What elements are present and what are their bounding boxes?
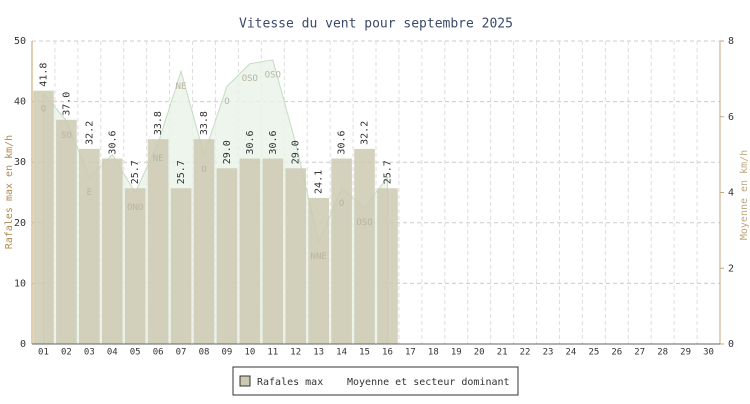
y-axis-title: Rafales max en km/h — [4, 135, 15, 249]
bar-value-label: 25.7 — [176, 160, 187, 184]
bar-value-label: 33.8 — [153, 111, 164, 135]
y-tick-label: 10 — [14, 278, 26, 289]
bar-value-label: 37.0 — [61, 92, 72, 116]
bar — [308, 197, 329, 344]
direction-label: O — [224, 97, 229, 107]
bar — [147, 139, 169, 344]
x-tick-label: 26 — [611, 348, 622, 358]
x-tick-label: 30 — [703, 348, 714, 358]
bar — [377, 188, 398, 344]
x-tick-label: 03 — [84, 348, 95, 358]
x-tick-label: 27 — [634, 348, 645, 358]
direction-label: E — [87, 188, 92, 198]
y-tick-label: 20 — [14, 218, 26, 229]
bar-value-label: 32.2 — [360, 121, 371, 145]
bar-value-label: 25.7 — [130, 160, 141, 184]
x-tick-label: 21 — [497, 348, 508, 358]
direction-label: NNE — [311, 252, 327, 262]
legend-label: Moyenne et secteur dominant — [347, 377, 510, 388]
bar-value-label: 29.0 — [222, 140, 233, 164]
bar — [101, 158, 123, 344]
y-tick-label: 40 — [14, 97, 26, 108]
x-tick-label: 24 — [566, 348, 577, 358]
x-tick-label: 28 — [657, 348, 668, 358]
bar — [262, 158, 284, 344]
bar-value-label: 29.0 — [291, 140, 302, 164]
legend-label: Rafales max — [257, 377, 323, 388]
y-tick-label: 50 — [14, 36, 26, 47]
y2-tick-label: 0 — [728, 339, 734, 350]
bar-value-label: 30.6 — [268, 130, 279, 154]
y-tick-label: 0 — [20, 339, 26, 350]
bar-value-label: 41.8 — [38, 63, 49, 87]
direction-label: NE — [153, 154, 164, 164]
bar — [79, 148, 100, 344]
x-tick-label: 04 — [107, 348, 118, 358]
legend-box — [232, 366, 519, 396]
x-tick-label: 16 — [382, 348, 393, 358]
x-tick-label: 17 — [405, 348, 416, 358]
y2-axis-title: Moyenne en km/h — [739, 150, 750, 240]
bar-value-label: 24.1 — [314, 170, 325, 194]
bar — [239, 158, 261, 344]
direction-label: NE — [176, 82, 187, 92]
x-tick-label: 25 — [588, 348, 599, 358]
direction-label: OSO — [242, 74, 258, 84]
x-tick-label: 02 — [61, 348, 72, 358]
x-tick-label: 19 — [451, 348, 462, 358]
bar-value-label: 32.2 — [84, 121, 95, 145]
direction-label: ONO — [127, 203, 143, 213]
bar — [33, 90, 54, 344]
direction-label: OSO — [265, 70, 281, 80]
legend-swatch — [239, 375, 251, 387]
x-tick-label: 18 — [428, 348, 439, 358]
direction-label: O — [41, 105, 46, 115]
x-tick-label: 05 — [130, 348, 141, 358]
x-tick-label: 09 — [222, 348, 233, 358]
x-tick-label: 13 — [313, 348, 324, 358]
x-tick-label: 06 — [153, 348, 164, 358]
x-tick-label: 14 — [336, 348, 347, 358]
x-tick-label: 29 — [680, 348, 691, 358]
y2-tick-label: 2 — [728, 263, 734, 274]
x-tick-label: 23 — [543, 348, 554, 358]
x-tick-label: 07 — [176, 348, 187, 358]
chart-title: Vitesse du vent pour septembre 2025 — [239, 17, 513, 32]
bar — [354, 148, 375, 344]
x-tick-label: 15 — [359, 348, 370, 358]
x-tick-label: 10 — [244, 348, 255, 358]
bar — [170, 188, 192, 344]
y2-tick-label: 4 — [728, 188, 734, 199]
y-tick-label: 30 — [14, 157, 26, 168]
x-tick-label: 20 — [474, 348, 485, 358]
x-tick-label: 22 — [520, 348, 531, 358]
bar-value-label: 25.7 — [382, 160, 393, 184]
x-tick-label: 11 — [267, 348, 278, 358]
bar-value-label: 30.6 — [337, 130, 348, 154]
x-tick-label: 01 — [38, 348, 49, 358]
bar-value-label: 30.6 — [107, 130, 118, 154]
bar — [124, 188, 146, 344]
bar — [193, 139, 215, 344]
bar — [331, 158, 352, 344]
bar — [56, 119, 77, 344]
y2-tick-label: 6 — [728, 112, 734, 123]
bar-value-label: 33.8 — [199, 111, 210, 135]
x-tick-label: 12 — [290, 348, 301, 358]
direction-label: SO — [61, 131, 72, 141]
bar — [216, 168, 238, 344]
direction-label: OSO — [356, 218, 372, 228]
direction-label: O — [201, 165, 206, 175]
bar — [285, 168, 307, 344]
x-tick-label: 08 — [199, 348, 210, 358]
direction-label: O — [339, 199, 344, 209]
y2-tick-label: 8 — [728, 36, 734, 47]
bar-value-label: 30.6 — [245, 130, 256, 154]
